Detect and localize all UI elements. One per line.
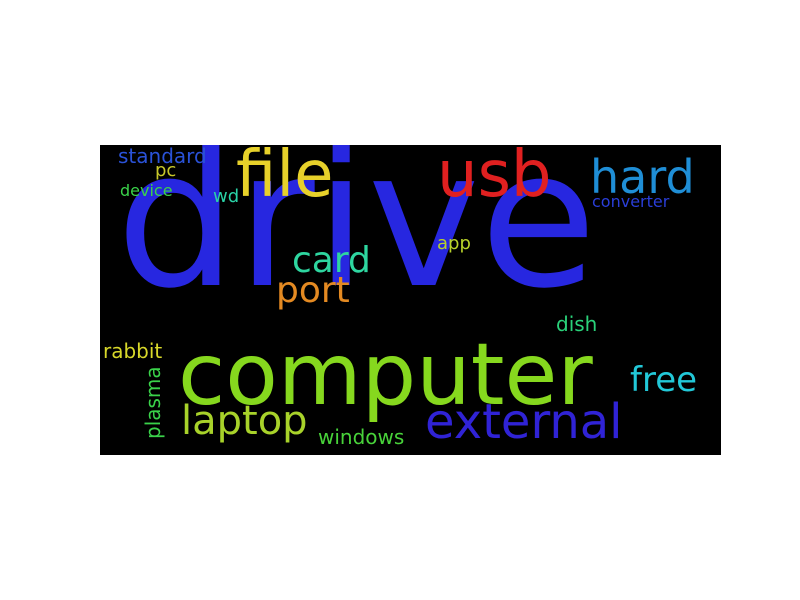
word-external: external <box>425 394 623 450</box>
word-pc: pc <box>155 160 177 181</box>
word-standard: standard <box>118 145 207 168</box>
word-wd: wd <box>213 186 240 207</box>
word-hard: hard <box>590 150 695 204</box>
word-laptop: laptop <box>181 398 308 444</box>
word-device: device <box>120 181 173 200</box>
word-rabbit: rabbit <box>103 339 163 363</box>
word-file: file <box>236 145 334 212</box>
word-cloud: drive computer file usb hard external la… <box>100 145 721 455</box>
word-windows: windows <box>318 425 405 449</box>
word-app: app <box>437 233 471 254</box>
word-port: port <box>276 270 350 311</box>
word-card: card <box>292 240 371 281</box>
word-computer: computer <box>178 325 593 425</box>
word-drive: drive <box>116 145 597 330</box>
word-converter: converter <box>592 192 670 211</box>
word-free: free <box>630 360 698 400</box>
word-plasma: plasma <box>141 366 165 439</box>
word-usb: usb <box>437 145 552 212</box>
word-dish: dish <box>556 312 598 336</box>
